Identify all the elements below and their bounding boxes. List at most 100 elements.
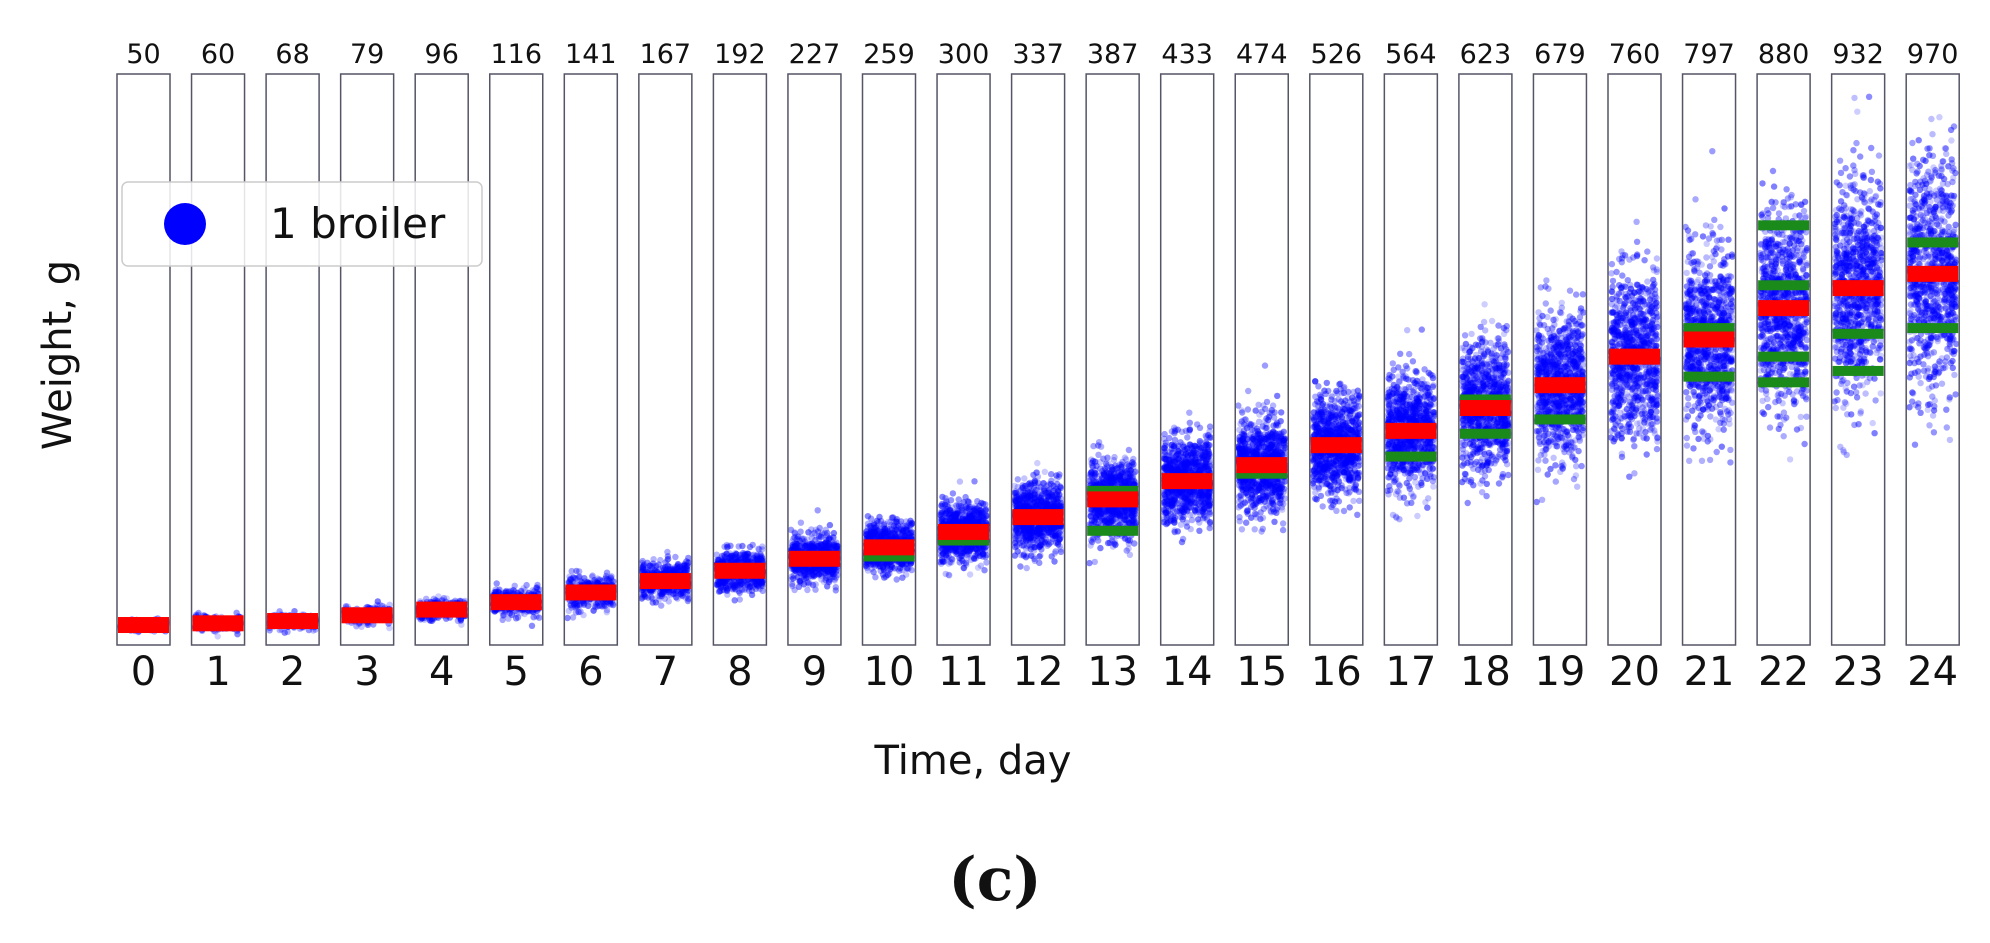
data-point [757,551,764,558]
data-point [639,565,647,572]
data-point [435,593,442,600]
data-point [673,587,680,595]
data-point [565,578,573,586]
data-point [905,565,912,572]
data-point [804,579,811,586]
data-point [960,560,968,567]
panel-frame [861,73,917,646]
data-point [646,562,653,569]
data-point [832,587,839,594]
data-point [564,579,572,586]
data-point [565,607,572,615]
data-point [585,602,592,610]
data-point [888,562,895,569]
data-point [580,600,588,607]
data-point [678,589,685,597]
data-point [958,504,966,511]
data-point [682,562,689,569]
data-point [639,557,646,565]
data-point [966,571,974,578]
data-point [806,543,813,550]
data-point [898,527,905,534]
data-point [749,554,757,562]
data-point [655,593,662,600]
data-point [639,559,646,567]
data-point [644,566,651,574]
data-point [589,572,596,579]
data-point [963,561,970,568]
panel-frame [190,73,246,646]
data-point [567,602,575,609]
data-point [957,503,965,510]
data-point [803,573,810,581]
data-point [878,532,885,539]
data-point [750,551,757,558]
data-point [427,617,434,624]
data-point [803,536,811,543]
data-point [982,501,989,508]
data-point [885,533,892,540]
data-point [902,532,910,540]
data-point [648,563,656,571]
data-point [443,595,450,602]
data-point [816,524,823,532]
data-point [667,592,674,599]
data-point [661,588,668,596]
data-point [721,579,728,586]
data-point [809,581,817,589]
data-point [723,550,730,558]
data-point [717,587,724,595]
data-point [605,577,613,584]
data-point [886,527,894,535]
data-point [737,554,744,562]
data-point [646,562,654,569]
data-point [670,567,677,574]
data-point [374,598,381,605]
data-point [939,558,947,565]
data-point [909,529,916,536]
median-band [639,573,691,590]
median-band [341,607,393,624]
data-point [564,614,571,622]
data-point [899,529,907,536]
data-point [581,575,588,582]
data-point [746,543,754,551]
data-point [721,552,728,559]
data-point [956,478,964,485]
data-point [744,581,751,588]
panel-frame [414,73,469,646]
data-point [796,577,803,584]
count-label: 227 [789,39,841,70]
data-point [604,575,611,583]
data-point [873,530,880,537]
scatter-points [787,507,841,594]
data-point [740,581,747,588]
data-point [732,553,739,561]
data-point [891,565,898,572]
data-point [731,551,739,559]
data-point [954,548,962,555]
data-point [591,602,598,609]
data-point [755,545,762,552]
data-point [576,602,583,609]
data-point [639,565,646,572]
data-point [788,576,795,583]
data-point [981,544,988,552]
data-point [887,530,895,538]
data-point [822,526,829,533]
data-point [508,587,515,594]
data-point [665,566,673,573]
data-point [979,545,987,552]
data-point [970,507,977,514]
data-point [823,536,830,543]
data-point [899,574,906,581]
data-point [681,562,688,569]
data-point [882,532,889,539]
data-point [903,571,910,578]
data-point [884,562,891,569]
data-point [788,573,795,580]
data-point [718,552,726,560]
data-point [792,567,799,575]
data-point [818,572,825,580]
